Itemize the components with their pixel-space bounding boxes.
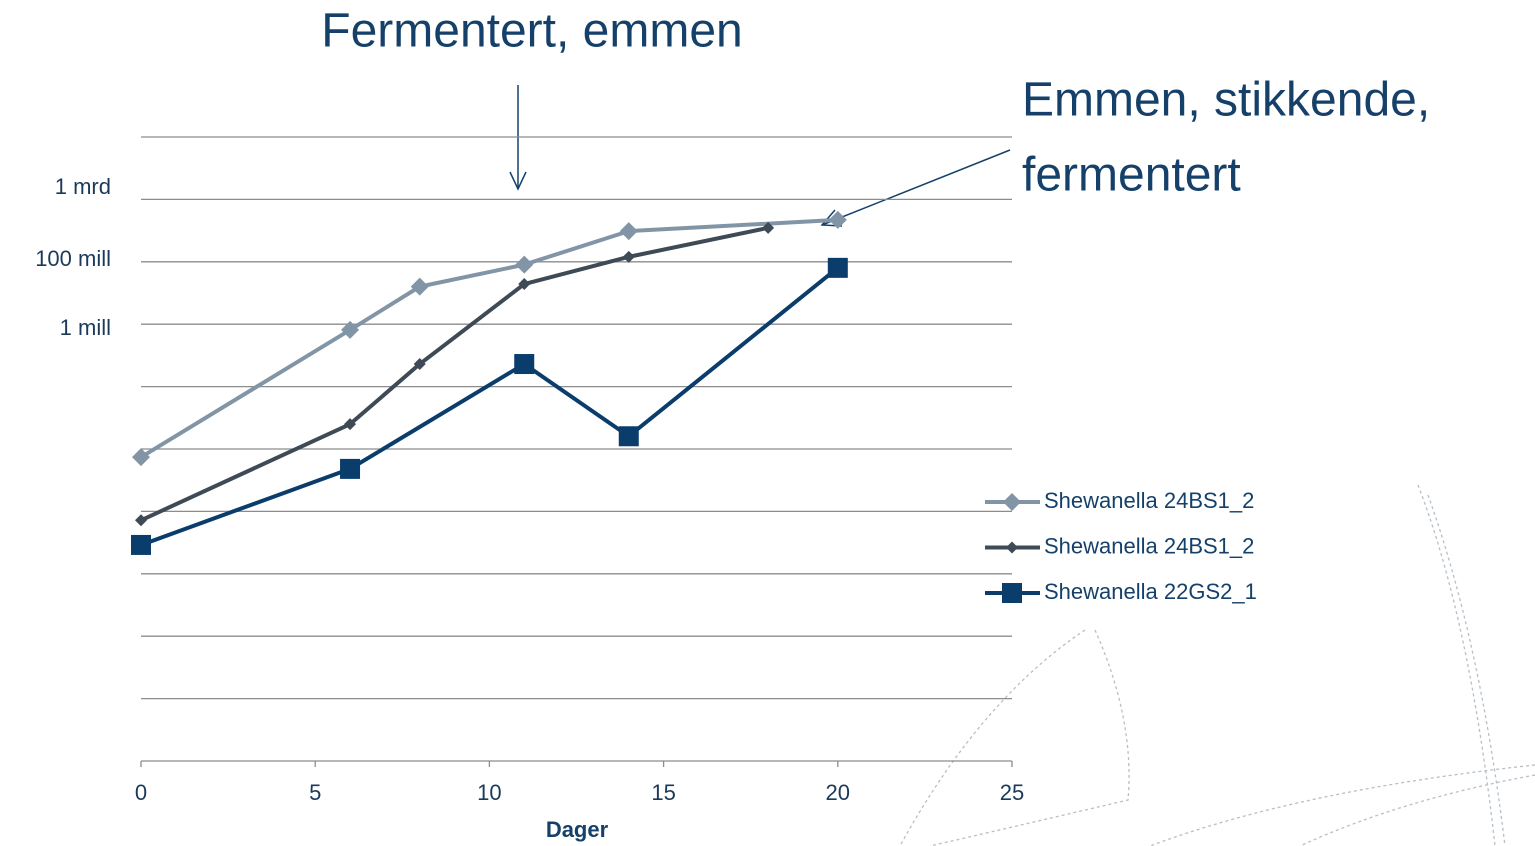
x-tick-label: 15 [651, 780, 675, 805]
marker [762, 221, 775, 234]
legend-marker [1006, 541, 1018, 554]
annotation-arrow [509, 85, 1011, 227]
legend-label: Shewanella 22GS2_1 [1044, 579, 1257, 604]
marker [341, 320, 360, 339]
x-tick-label: 10 [477, 780, 501, 805]
marker [622, 250, 635, 263]
annotation: Fermentert, emmen [321, 5, 742, 58]
series-line [139, 217, 838, 459]
annotation: fermentert [1022, 149, 1241, 202]
decoration [899, 484, 1535, 846]
marker [518, 278, 531, 291]
marker [828, 210, 847, 229]
legend-marker [1003, 493, 1021, 511]
marker [132, 448, 150, 467]
marker [618, 426, 639, 447]
x-tick-label: 0 [135, 780, 147, 805]
marker [410, 277, 429, 296]
x-tick-label: 20 [826, 780, 850, 805]
y-axis-note: 100 mill [35, 246, 111, 271]
legend-marker [1002, 583, 1022, 603]
marker [827, 257, 848, 278]
legend-label: Shewanella 24BS1_2 [1044, 533, 1254, 558]
y-axis-note: 1 mrd [55, 174, 111, 199]
marker [131, 534, 151, 555]
marker [619, 222, 638, 241]
marker [515, 255, 534, 274]
marker [135, 514, 147, 527]
legend-label: Shewanella 24BS1_2 [1044, 488, 1254, 513]
x-axis-label: Dager [546, 817, 609, 842]
series-line [140, 225, 769, 523]
marker [413, 358, 426, 371]
marker [340, 458, 361, 479]
x-tick-label: 5 [309, 780, 321, 805]
marker [344, 418, 357, 431]
marker [514, 354, 535, 375]
annotation: Emmen, stikkende, [1022, 74, 1430, 127]
y-axis-note: 1 mill [60, 315, 111, 340]
x-tick-label: 25 [1000, 780, 1024, 805]
